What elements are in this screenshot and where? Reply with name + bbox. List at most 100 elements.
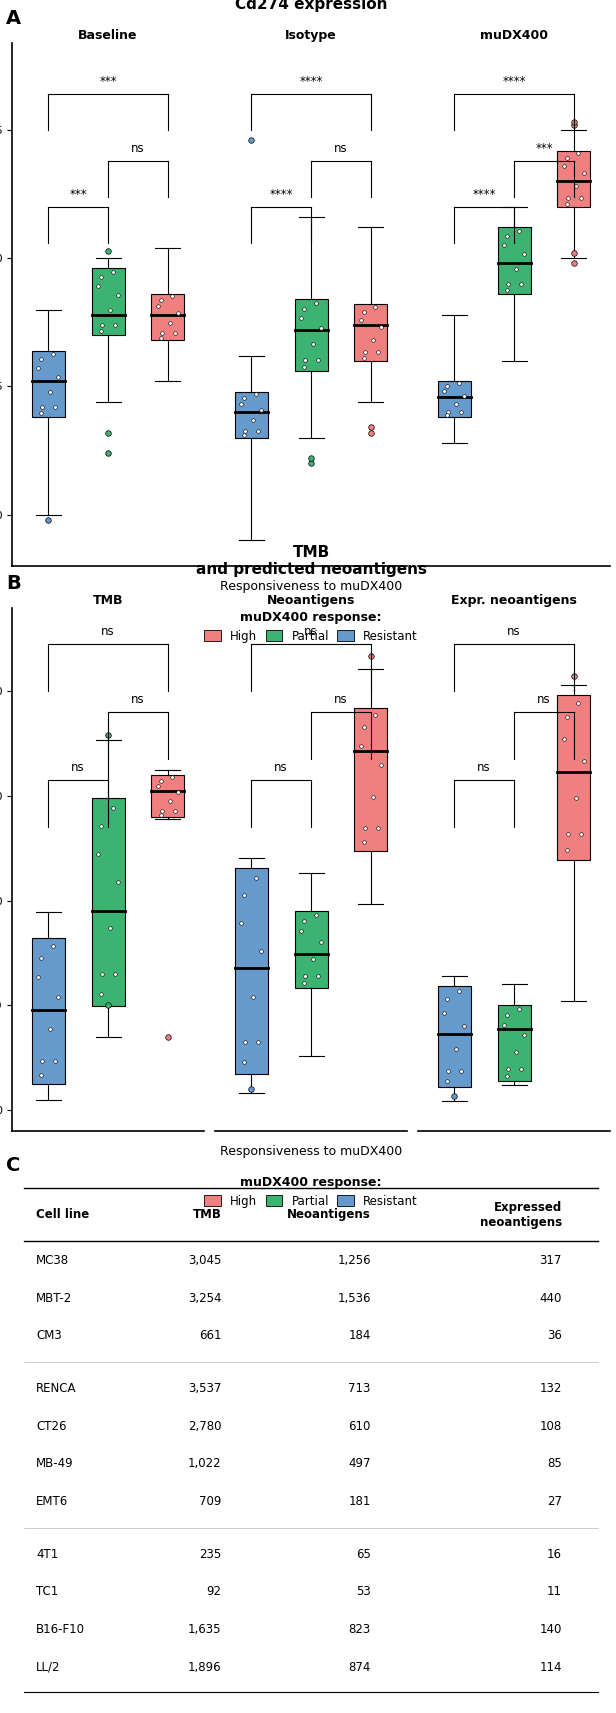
- Text: LL/2: LL/2: [36, 1662, 61, 1674]
- Point: [168, 764, 177, 791]
- Point: [370, 701, 380, 728]
- Text: 11: 11: [547, 1586, 562, 1598]
- Bar: [498, 228, 530, 295]
- Text: ****: ****: [299, 75, 323, 87]
- Point: [165, 310, 175, 337]
- Point: [442, 372, 452, 399]
- Point: [356, 307, 366, 334]
- Point: [240, 384, 249, 411]
- Point: [156, 767, 166, 795]
- Point: [442, 985, 452, 1012]
- Point: [316, 315, 326, 343]
- Point: [37, 392, 47, 420]
- Text: ns: ns: [71, 761, 85, 774]
- Bar: [92, 269, 124, 336]
- Bar: [152, 295, 184, 341]
- Text: 2,780: 2,780: [188, 1420, 222, 1432]
- Text: Cell line: Cell line: [36, 1208, 89, 1221]
- Point: [519, 240, 529, 267]
- Point: [51, 392, 60, 420]
- Point: [51, 1047, 60, 1074]
- Text: 16: 16: [547, 1549, 562, 1561]
- Point: [460, 382, 469, 409]
- Point: [373, 815, 383, 843]
- Text: ***: ***: [535, 142, 553, 154]
- Point: [93, 841, 103, 868]
- Point: [452, 1036, 461, 1064]
- Point: [516, 1055, 526, 1083]
- Point: [563, 185, 573, 212]
- Point: [514, 995, 524, 1023]
- Text: ****: ****: [269, 188, 293, 200]
- Text: 3,045: 3,045: [188, 1254, 222, 1268]
- Point: [168, 283, 177, 310]
- Point: [442, 401, 452, 428]
- Point: [503, 1062, 513, 1089]
- Point: [299, 295, 309, 322]
- Point: [46, 379, 55, 406]
- Point: [503, 1002, 513, 1030]
- Point: [309, 331, 318, 358]
- Point: [113, 281, 123, 308]
- Point: [359, 344, 369, 372]
- Bar: [32, 351, 65, 418]
- Point: [359, 829, 369, 856]
- Point: [573, 689, 583, 716]
- Text: 181: 181: [349, 1495, 371, 1507]
- Point: [156, 286, 166, 313]
- Text: 3,537: 3,537: [188, 1382, 222, 1394]
- Point: [299, 970, 309, 997]
- Point: [443, 397, 453, 425]
- Point: [562, 144, 572, 171]
- Bar: [92, 798, 124, 1007]
- Text: Responsiveness to muDX400: Responsiveness to muDX400: [220, 1144, 402, 1158]
- Point: [579, 159, 589, 187]
- Point: [439, 377, 449, 404]
- Point: [439, 999, 449, 1026]
- Point: [296, 918, 306, 946]
- Point: [240, 1028, 250, 1055]
- Point: [559, 725, 569, 752]
- Title: Neoantigens: Neoantigens: [267, 594, 355, 606]
- Point: [460, 1012, 469, 1040]
- Point: [173, 778, 183, 805]
- Point: [368, 325, 378, 353]
- Point: [48, 932, 58, 959]
- Text: 53: 53: [356, 1586, 371, 1598]
- Point: [240, 421, 249, 449]
- Bar: [557, 695, 590, 860]
- Text: 1,635: 1,635: [188, 1624, 222, 1636]
- Point: [156, 802, 166, 829]
- Point: [499, 1011, 509, 1038]
- Point: [562, 190, 572, 218]
- Bar: [235, 868, 268, 1074]
- Text: 3,254: 3,254: [188, 1292, 222, 1305]
- Text: ns: ns: [334, 142, 348, 154]
- Point: [503, 276, 513, 303]
- Point: [511, 1038, 521, 1065]
- Point: [251, 380, 261, 408]
- Point: [360, 337, 370, 365]
- Text: ns: ns: [131, 142, 145, 154]
- Point: [170, 797, 180, 824]
- Text: 874: 874: [349, 1662, 371, 1674]
- Text: 140: 140: [540, 1624, 562, 1636]
- Point: [54, 983, 63, 1011]
- Text: 108: 108: [540, 1420, 562, 1432]
- Text: 85: 85: [547, 1458, 562, 1470]
- Point: [110, 961, 120, 988]
- Point: [368, 783, 378, 810]
- Point: [456, 1057, 466, 1084]
- Text: 610: 610: [349, 1420, 371, 1432]
- Point: [36, 944, 46, 971]
- Text: 713: 713: [349, 1382, 371, 1394]
- Point: [248, 406, 258, 433]
- Text: 823: 823: [349, 1624, 371, 1636]
- Text: ***: ***: [70, 188, 87, 200]
- Point: [170, 319, 180, 346]
- Point: [37, 1047, 47, 1074]
- Point: [579, 747, 589, 774]
- Point: [240, 1048, 249, 1076]
- Point: [240, 416, 250, 444]
- Point: [36, 399, 46, 427]
